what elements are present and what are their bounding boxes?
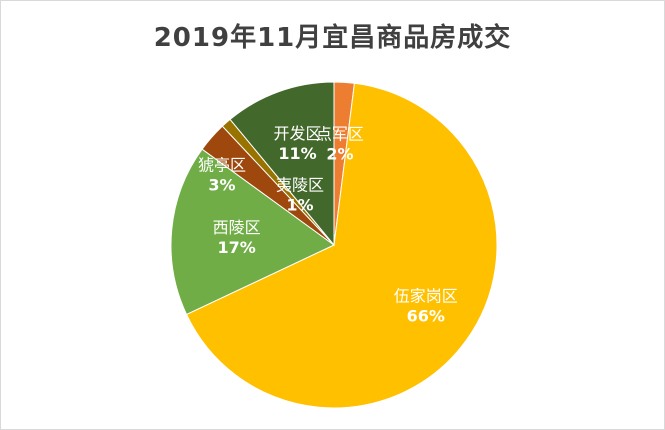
slice-percent-label: 11% (278, 144, 316, 163)
chart-title: 2019年11月宜昌商品房成交 (153, 23, 512, 53)
pie-slice (170, 148, 335, 316)
slice-name-label: 西陵区 (213, 218, 261, 237)
pie-slice (229, 81, 335, 247)
slice-percent-label: 3% (208, 175, 235, 194)
slice-name-label: 猇亭区 (198, 155, 246, 174)
pie-slices (170, 81, 498, 409)
slice-percent-label: 66% (407, 306, 445, 325)
slice-percent-label: 17% (217, 238, 255, 257)
pie-slice (185, 82, 498, 409)
slice-name-label: 点军区 (316, 125, 364, 144)
slice-percent-label: 1% (286, 195, 313, 214)
slice-percent-label: 2% (326, 145, 353, 164)
slice-name-label: 夷陵区 (276, 175, 324, 194)
slice-name-label: 伍家岗区 (394, 286, 458, 305)
slice-name-label: 开发区 (274, 124, 322, 143)
